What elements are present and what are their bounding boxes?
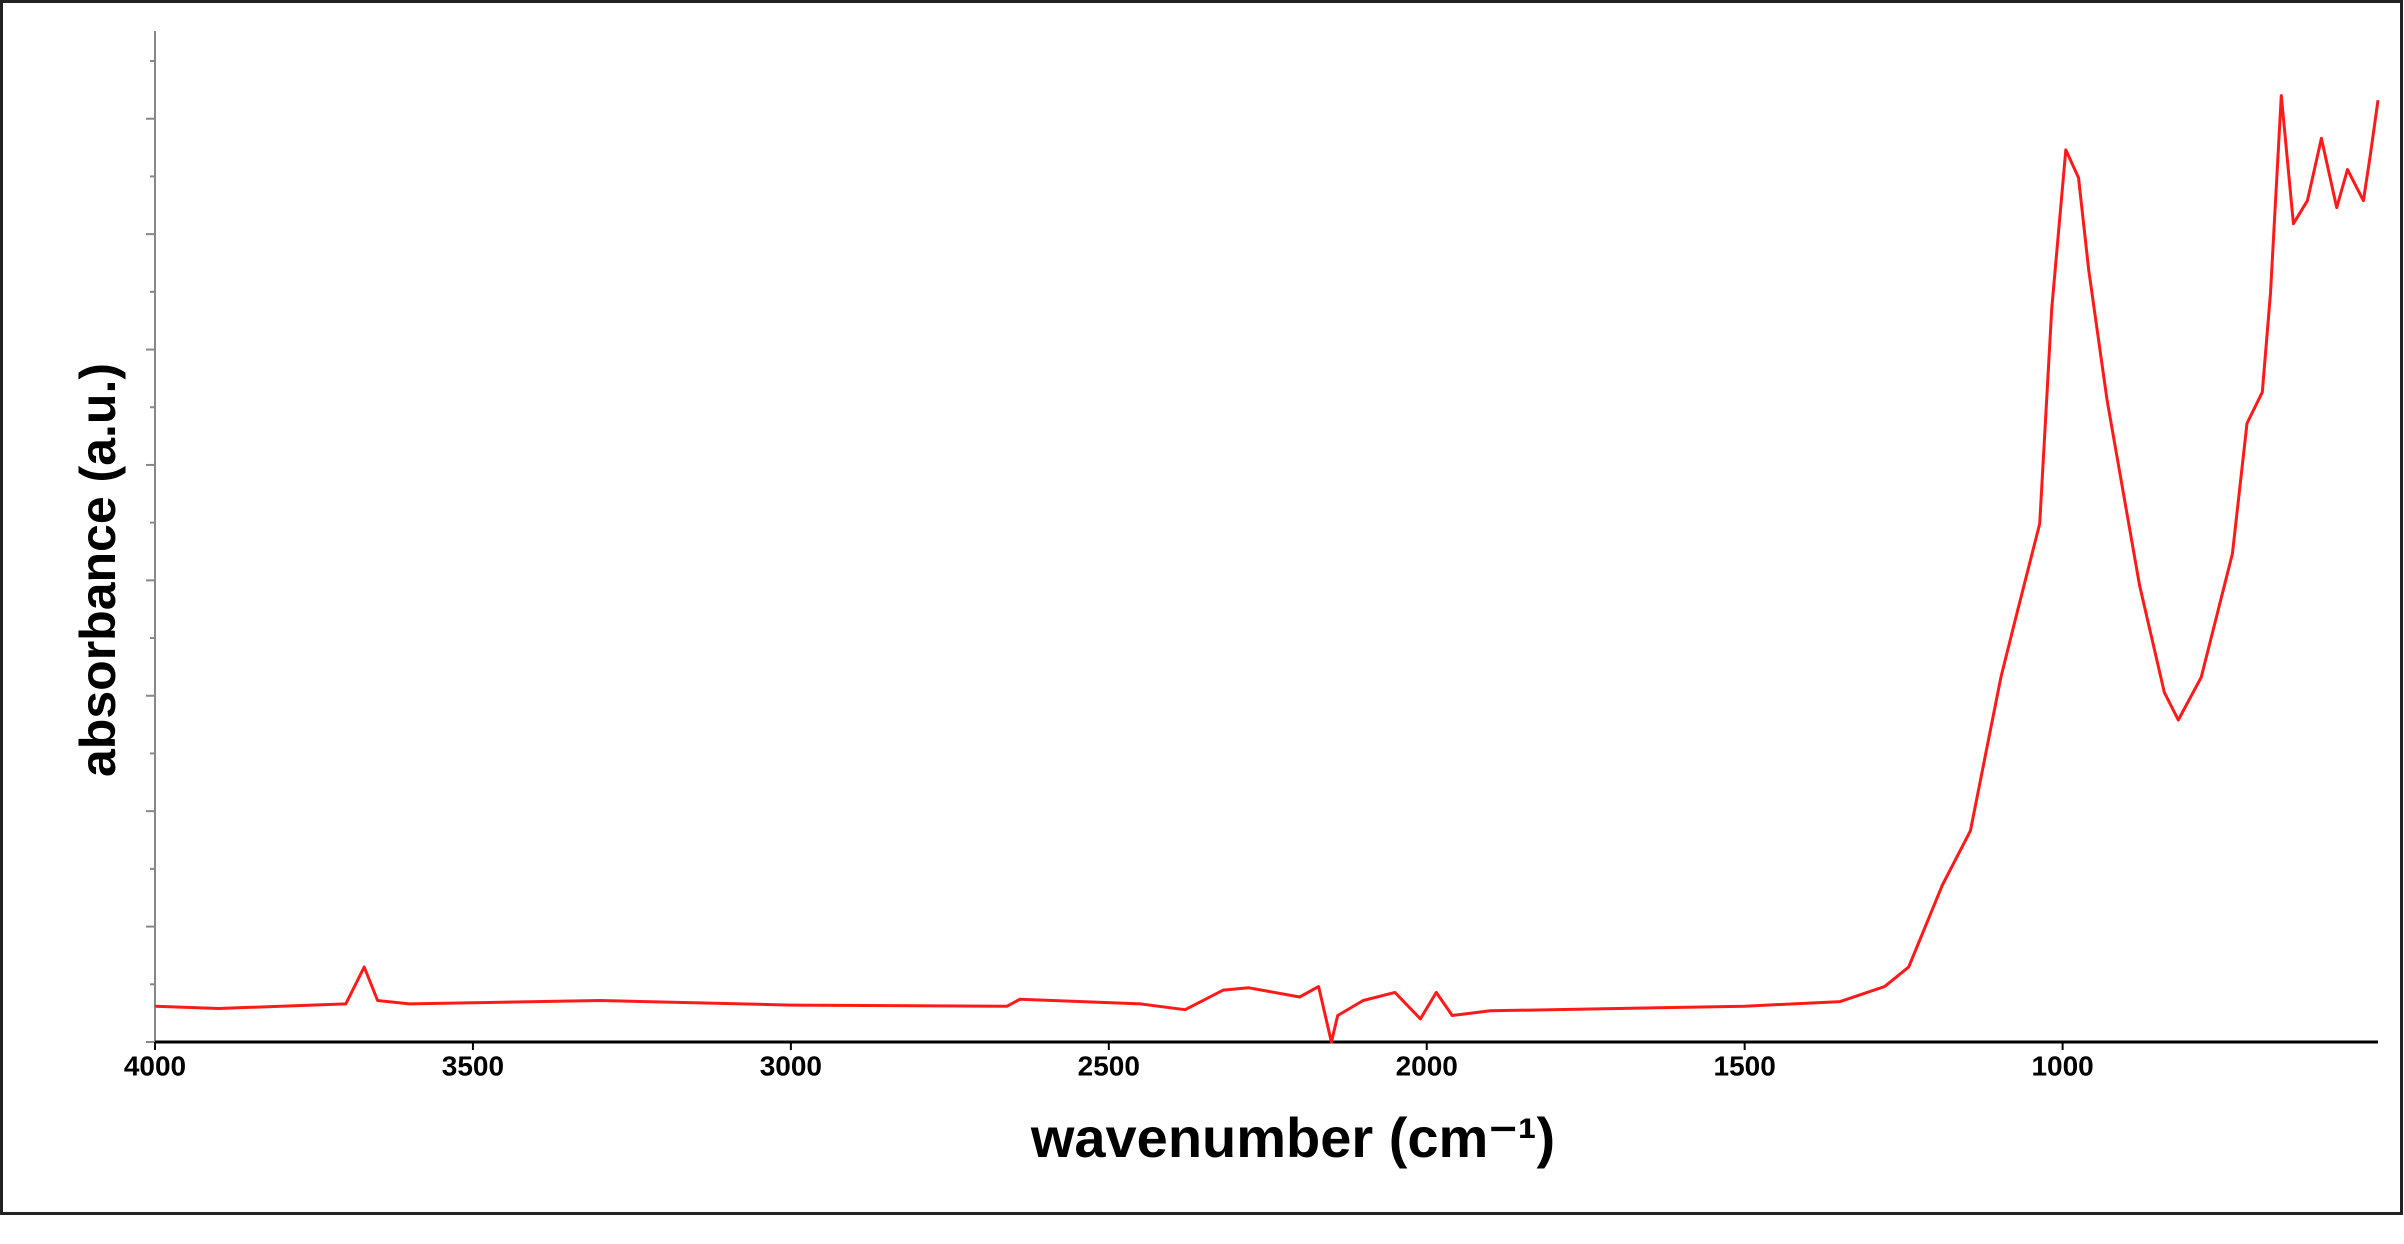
x-tick-label: 3000 bbox=[760, 1050, 822, 1081]
x-tick-label: 4000 bbox=[124, 1050, 186, 1081]
x-axis-label: wavenumber (cm⁻¹) bbox=[1030, 1106, 1555, 1169]
y-axis-label: absorbance (a.u.) bbox=[70, 363, 126, 777]
x-tick-label: 2000 bbox=[1396, 1050, 1458, 1081]
x-tick-label: 1500 bbox=[1714, 1050, 1776, 1081]
spectrum-line bbox=[154, 94, 2380, 1044]
frame bbox=[0, 0, 2403, 1215]
x-tick-label: 2500 bbox=[1078, 1050, 1140, 1081]
x-tick-label: 3500 bbox=[442, 1050, 504, 1081]
x-tick-label: 1000 bbox=[2031, 1050, 2093, 1081]
